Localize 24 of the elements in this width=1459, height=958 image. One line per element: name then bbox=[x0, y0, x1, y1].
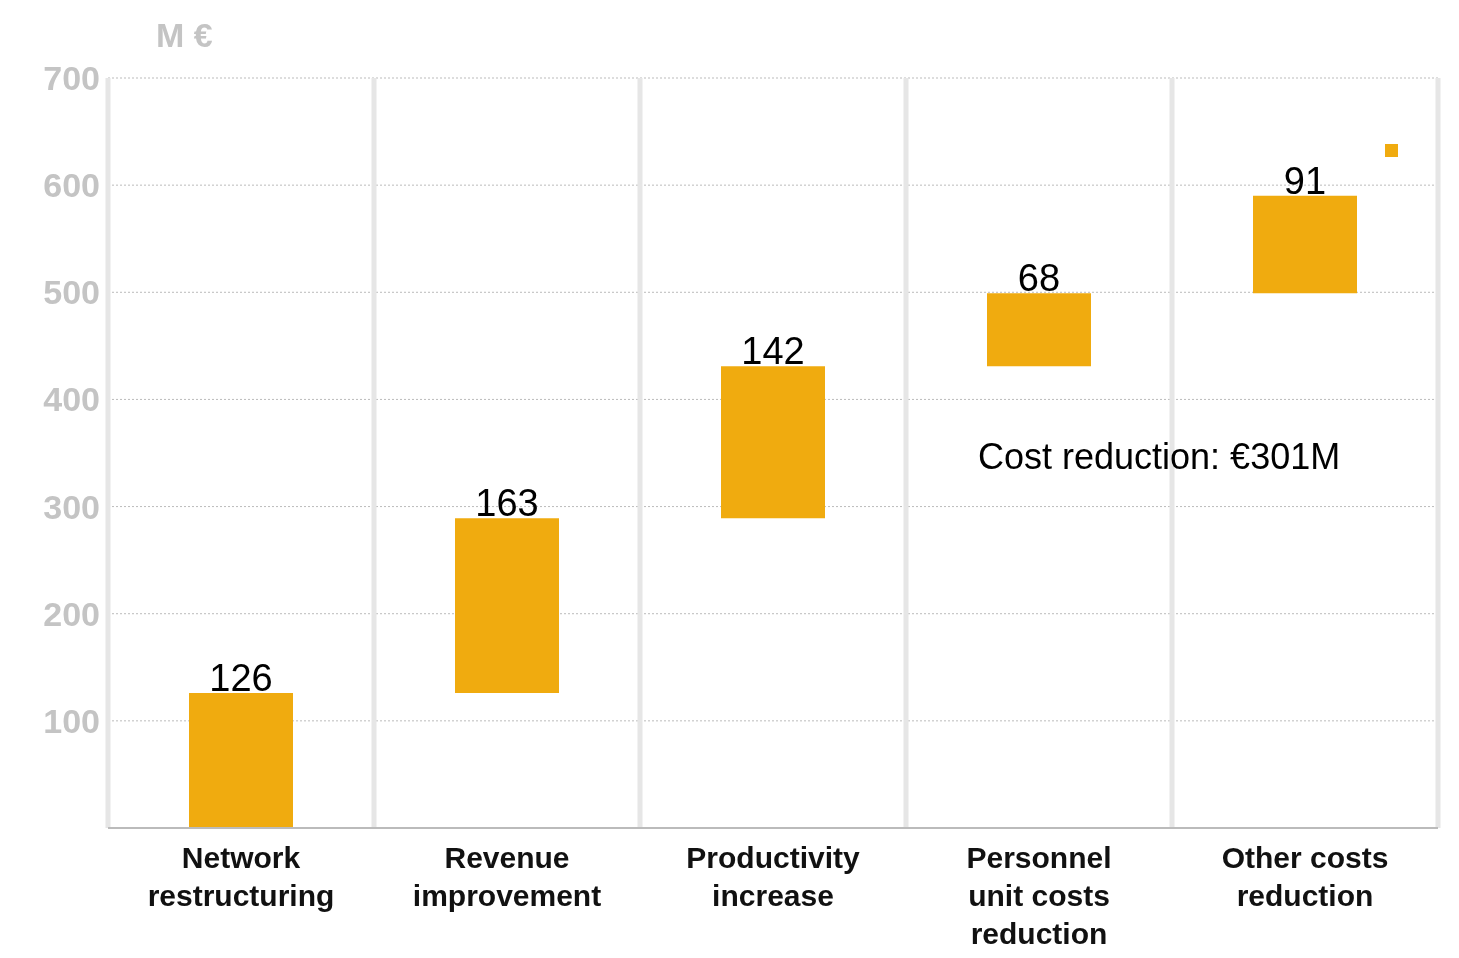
x-tick-label: Network restructuring bbox=[147, 841, 335, 912]
data-label: 126 bbox=[209, 657, 273, 699]
bar bbox=[987, 293, 1091, 367]
y-tick-label: 100 bbox=[43, 701, 100, 740]
y-tick-label: 700 bbox=[43, 59, 100, 98]
y-tick-label: 300 bbox=[43, 487, 100, 526]
bar bbox=[1253, 195, 1357, 294]
y-axis-title: M € bbox=[156, 16, 213, 55]
x-tick-label: Revenue improvement bbox=[412, 841, 602, 912]
y-tick-label: 500 bbox=[43, 273, 100, 312]
bar bbox=[189, 693, 293, 828]
x-tick-label: Productivity increase bbox=[686, 841, 860, 912]
y-tick-label: 600 bbox=[43, 166, 100, 205]
y-tick-label: 400 bbox=[43, 380, 100, 419]
bar bbox=[455, 518, 559, 693]
data-label: 142 bbox=[741, 330, 805, 373]
x-tick-label: Personnel unit costs reduction bbox=[966, 841, 1112, 950]
data-label: 91 bbox=[1283, 159, 1327, 202]
data-label: 163 bbox=[475, 482, 539, 525]
x-tick-label: Other costs reduction bbox=[1221, 841, 1389, 912]
data-label: 68 bbox=[1017, 257, 1061, 300]
y-tick-label: 200 bbox=[43, 594, 100, 633]
bar bbox=[721, 366, 825, 519]
annotation: Cost reduction: €301M bbox=[978, 436, 1341, 478]
